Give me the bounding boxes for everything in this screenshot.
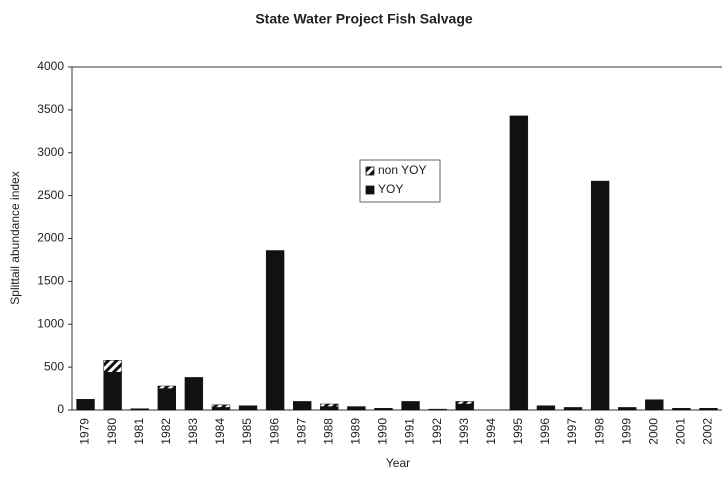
bar-segment (293, 401, 311, 410)
y-tick-label: 2000 (37, 231, 64, 245)
bar-segment (564, 407, 582, 410)
bar-segment (402, 401, 420, 410)
bar-segment (104, 360, 122, 372)
bar-segment (239, 406, 257, 410)
bar-segment (212, 405, 230, 408)
y-axis-label: Splittail abundance index (8, 171, 22, 304)
bar-segment (456, 404, 474, 410)
x-tick-label: 1987 (294, 418, 308, 445)
x-tick-label: 1981 (132, 418, 146, 445)
x-tick-label: 1997 (565, 418, 579, 445)
legend-swatch (366, 186, 374, 194)
bar-segment (212, 407, 230, 410)
x-tick-label: 2000 (646, 418, 660, 445)
bar-segment (591, 181, 609, 410)
bar-segment (347, 407, 365, 410)
bar-segment (672, 408, 690, 410)
bar-segment (158, 389, 176, 410)
x-axis-label: Year (386, 456, 410, 470)
y-tick-label: 2500 (37, 188, 64, 202)
x-tick-label: 1982 (159, 418, 173, 445)
x-tick-label: 1985 (240, 418, 254, 445)
x-tick-label: 1995 (511, 418, 525, 445)
x-tick-label: 2001 (674, 418, 688, 445)
y-tick-label: 3500 (37, 102, 64, 116)
x-tick-label: 1986 (267, 418, 281, 445)
bar-segment (320, 407, 338, 410)
x-tick-label: 1989 (349, 418, 363, 445)
x-tick-label: 1979 (78, 418, 92, 445)
x-tick-label: 1998 (592, 418, 606, 445)
bar-segment (266, 251, 284, 410)
bar-segment (158, 386, 176, 389)
x-tick-label: 1988 (321, 418, 335, 445)
x-tick-label: 1980 (105, 418, 119, 445)
x-tick-label: 2002 (701, 418, 715, 445)
bar-segment (185, 377, 203, 410)
y-tick-label: 0 (57, 402, 64, 416)
y-tick-label: 4000 (37, 59, 64, 73)
bar-segment (375, 408, 393, 410)
bar-segment (456, 401, 474, 404)
x-tick-label: 1983 (186, 418, 200, 445)
legend-swatch (366, 167, 374, 175)
bar-segment (510, 116, 528, 410)
x-tick-label: 1996 (538, 418, 552, 445)
legend-label: non YOY (378, 163, 426, 177)
x-tick-label: 1990 (376, 418, 390, 445)
bar-segment (429, 409, 447, 410)
bar-segment (645, 400, 663, 410)
bar-segment (320, 404, 338, 407)
y-tick-label: 1500 (37, 274, 64, 288)
y-tick-label: 3000 (37, 145, 64, 159)
y-tick-label: 500 (44, 359, 64, 373)
bar-segment (618, 407, 636, 410)
bar-segment (700, 408, 718, 410)
bar-segment (104, 372, 122, 410)
x-tick-label: 1999 (619, 418, 633, 445)
bar-segment (537, 406, 555, 410)
legend-label: YOY (378, 182, 403, 196)
bar-segment (77, 400, 95, 410)
x-tick-label: 1993 (457, 418, 471, 445)
x-tick-label: 1984 (213, 418, 227, 445)
x-tick-label: 1994 (484, 418, 498, 445)
chart-title: State Water Project Fish Salvage (255, 11, 473, 27)
bar-segment (131, 409, 149, 410)
x-tick-label: 1991 (403, 418, 417, 445)
x-tick-label: 1992 (430, 418, 444, 445)
y-tick-label: 1000 (37, 316, 64, 330)
